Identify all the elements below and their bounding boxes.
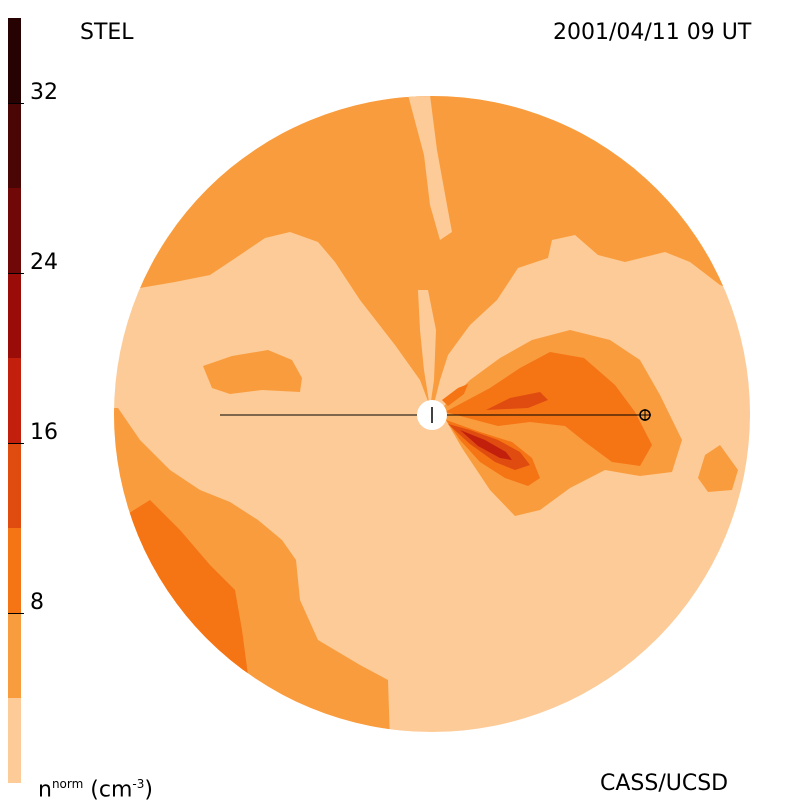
timestamp-label: 2001/04/11 09 UT xyxy=(553,20,752,45)
credit-label: CASS/UCSD xyxy=(600,771,729,796)
color-scale-tick-label: 32 xyxy=(30,80,58,105)
density-peak-east xyxy=(486,392,548,410)
color-scale-bar xyxy=(8,18,21,783)
color-scale-segment xyxy=(8,443,21,528)
density-streak-north xyxy=(408,96,452,240)
quantity-unit-open: (cm xyxy=(83,777,133,802)
color-scale-segment xyxy=(8,613,21,698)
quantity-unit-exponent: -3 xyxy=(132,777,145,791)
color-scale-segment xyxy=(8,273,21,358)
color-scale-tick-label: 16 xyxy=(30,420,58,445)
density-region-southwest-dark xyxy=(118,500,248,675)
density-island-south xyxy=(320,566,342,612)
color-scale-segment xyxy=(8,188,21,273)
color-scale-tick xyxy=(8,443,24,444)
density-peak-southeast-max xyxy=(460,430,512,460)
color-scale-tick xyxy=(8,273,24,274)
density-island-east xyxy=(698,445,738,492)
color-scale-tick-label: 8 xyxy=(30,590,44,615)
density-island-west xyxy=(203,350,302,394)
earth-icon xyxy=(639,409,651,421)
sun-icon xyxy=(417,400,447,430)
quantity-unit-close: ) xyxy=(144,777,153,802)
color-scale-segment xyxy=(8,358,21,443)
quantity-base: n xyxy=(38,777,52,802)
color-scale-segment xyxy=(8,18,21,103)
density-region-north xyxy=(114,96,750,412)
color-scale-tick xyxy=(8,613,24,614)
color-scale-segment xyxy=(8,528,21,613)
color-scale-tick-label: 24 xyxy=(30,250,58,275)
quantity-superscript: norm xyxy=(51,777,84,791)
color-scale-segment xyxy=(8,698,21,783)
density-lobe-north xyxy=(442,384,468,406)
quantity-label: nnorm (cm-3) xyxy=(38,773,153,801)
color-scale-tick xyxy=(8,103,24,104)
density-core-east xyxy=(445,352,652,466)
instrument-label: STEL xyxy=(80,20,134,45)
density-streak-inner xyxy=(418,290,436,408)
color-scale-segment xyxy=(8,103,21,188)
